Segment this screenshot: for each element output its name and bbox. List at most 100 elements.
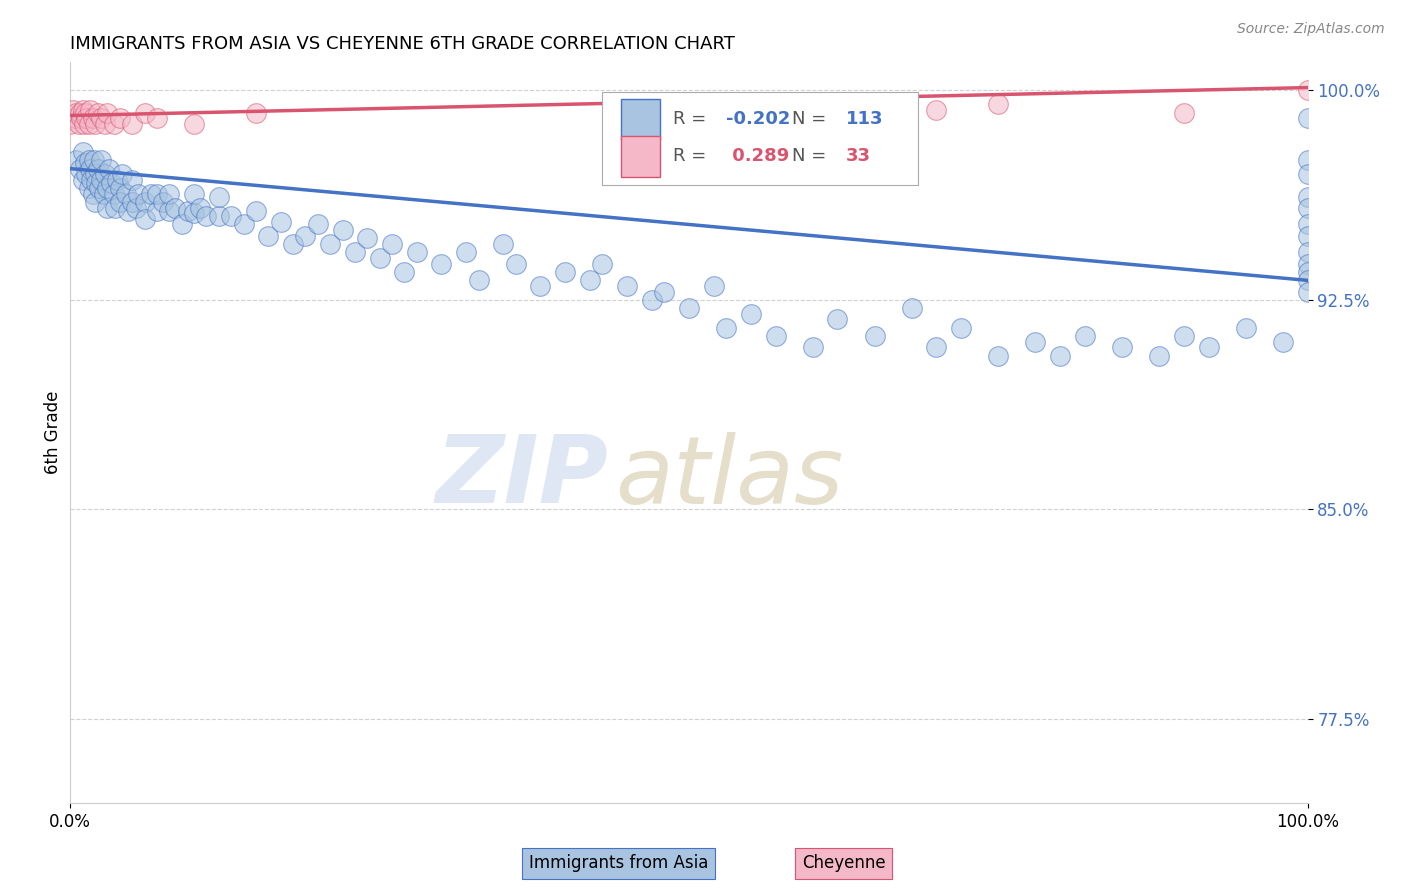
Point <box>430 257 453 271</box>
Point <box>87 181 110 195</box>
Point <box>1296 285 1319 299</box>
Point <box>950 321 973 335</box>
Point <box>652 285 675 299</box>
Point <box>188 201 211 215</box>
Point <box>1173 105 1195 120</box>
Text: Cheyenne: Cheyenne <box>801 855 886 872</box>
Point <box>270 215 292 229</box>
FancyBboxPatch shape <box>602 92 918 185</box>
Text: 33: 33 <box>846 147 872 165</box>
Point <box>1296 218 1319 232</box>
Point <box>97 161 120 176</box>
Point <box>146 186 169 201</box>
Point <box>740 103 762 117</box>
Point <box>77 181 100 195</box>
Point <box>1296 112 1319 126</box>
Point <box>678 301 700 316</box>
Point <box>69 161 91 176</box>
Point <box>121 117 143 131</box>
Point <box>307 218 329 232</box>
Point <box>94 117 117 131</box>
Point <box>80 173 103 187</box>
Point <box>84 117 107 131</box>
Point <box>1296 201 1319 215</box>
Point <box>103 186 125 201</box>
Point <box>177 203 200 218</box>
Point <box>1024 334 1046 349</box>
Point <box>134 195 156 210</box>
Point <box>765 329 787 343</box>
Point <box>343 245 366 260</box>
Y-axis label: 6th Grade: 6th Grade <box>44 391 62 475</box>
Point <box>65 153 87 168</box>
Point <box>84 195 107 210</box>
Point <box>208 189 231 203</box>
Point <box>579 273 602 287</box>
Point <box>714 321 737 335</box>
Point <box>83 153 105 168</box>
Point <box>96 105 118 120</box>
Text: IMMIGRANTS FROM ASIA VS CHEYENNE 6TH GRADE CORRELATION CHART: IMMIGRANTS FROM ASIA VS CHEYENNE 6TH GRA… <box>70 35 735 53</box>
Point <box>801 340 824 354</box>
Point <box>115 186 138 201</box>
Point <box>90 112 112 126</box>
Point <box>394 265 416 279</box>
Point <box>139 186 162 201</box>
Point <box>1074 329 1097 343</box>
Point <box>641 293 664 307</box>
Point <box>59 117 82 131</box>
Point <box>827 312 849 326</box>
Point <box>1296 257 1319 271</box>
Point <box>72 103 94 117</box>
Point <box>925 340 948 354</box>
Point <box>82 112 104 126</box>
Point <box>703 279 725 293</box>
Point <box>245 203 267 218</box>
Point <box>863 329 886 343</box>
Point <box>104 201 127 215</box>
Point <box>77 117 100 131</box>
Point <box>157 186 180 201</box>
Text: atlas: atlas <box>614 432 844 523</box>
Point <box>257 228 280 243</box>
Point <box>492 237 515 252</box>
Point <box>105 173 128 187</box>
Point <box>467 273 489 287</box>
Point <box>121 195 143 210</box>
Point <box>100 176 122 190</box>
Point <box>65 112 87 126</box>
Point <box>65 105 87 120</box>
Point <box>219 209 242 223</box>
Point <box>925 103 948 117</box>
Point <box>86 105 108 120</box>
Point <box>157 203 180 218</box>
Point <box>1296 245 1319 260</box>
Point <box>456 245 478 260</box>
Point <box>72 145 94 159</box>
Point <box>75 112 97 126</box>
Point <box>90 153 112 168</box>
Point <box>67 117 90 131</box>
Point <box>108 195 131 210</box>
Point <box>183 117 205 131</box>
Point <box>1198 340 1220 354</box>
Point <box>146 203 169 218</box>
Point <box>79 161 101 176</box>
Point <box>183 206 205 220</box>
FancyBboxPatch shape <box>621 136 661 177</box>
Point <box>294 228 316 243</box>
Point <box>117 203 139 218</box>
Point <box>1296 153 1319 168</box>
Text: 113: 113 <box>846 111 883 128</box>
Point <box>900 301 922 316</box>
Text: Immigrants from Asia: Immigrants from Asia <box>529 855 709 872</box>
FancyBboxPatch shape <box>621 99 661 140</box>
Point <box>75 167 97 181</box>
Point <box>863 112 886 126</box>
Text: N =: N = <box>792 147 831 165</box>
Point <box>616 279 638 293</box>
Point <box>208 209 231 223</box>
Point <box>1296 265 1319 279</box>
Point <box>134 211 156 226</box>
Point <box>529 279 551 293</box>
